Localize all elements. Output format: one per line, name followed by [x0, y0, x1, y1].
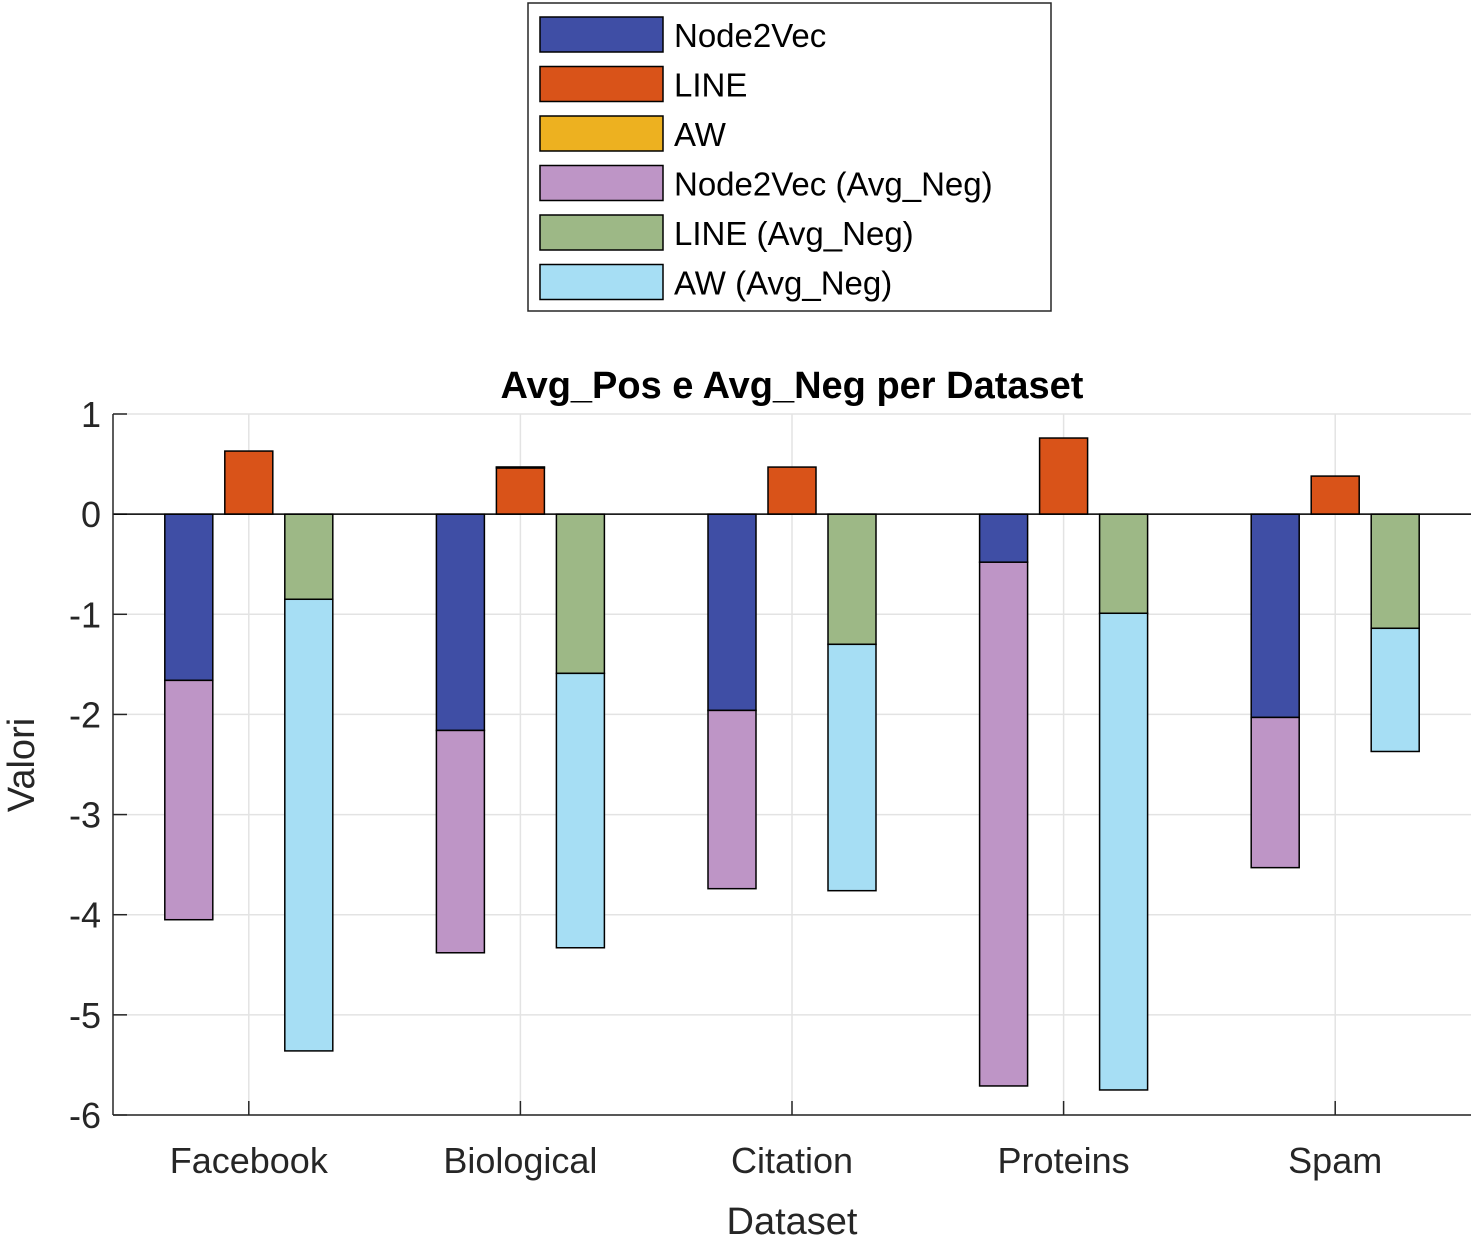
- y-tick-label: -6: [69, 1095, 101, 1136]
- bar-line-avg-neg: [1370, 513, 1420, 630]
- y-tick-label: -3: [69, 795, 101, 836]
- legend-swatch: [539, 115, 664, 152]
- bar-aw-avg-neg: [555, 672, 606, 949]
- bar-node2vec-avg-neg: [435, 729, 486, 954]
- bar-node2vec-avg-neg: [978, 561, 1029, 1087]
- x-tick-label: Facebook: [170, 1140, 329, 1181]
- legend-label: AW (Avg_Neg): [674, 265, 892, 302]
- y-tick-label: -2: [69, 694, 101, 735]
- y-tick-label: 0: [81, 494, 101, 535]
- bar-line: [767, 466, 817, 515]
- y-tick-label: -1: [69, 594, 101, 635]
- legend-swatch: [539, 214, 664, 251]
- legend-label: LINE: [674, 67, 747, 104]
- bar-line-avg-neg: [1098, 513, 1149, 615]
- legend-box: [527, 2, 1052, 312]
- bar-node2vec-avg-neg: [1250, 716, 1300, 869]
- x-axis-label: Dataset: [727, 1201, 858, 1239]
- y-tick-label: -5: [69, 995, 101, 1036]
- legend-swatch: [539, 65, 664, 103]
- bar-aw: [495, 466, 546, 469]
- x-tick-label: Proteins: [998, 1140, 1130, 1181]
- legend-swatch: [539, 164, 664, 202]
- y-axis-label: Valori: [1, 718, 43, 812]
- chart-title: Avg_Pos e Avg_Neg per Dataset: [501, 365, 1084, 407]
- legend-swatch: [539, 16, 664, 53]
- bar-line-avg-neg: [827, 513, 877, 646]
- bar-line-avg-neg: [555, 513, 606, 675]
- bar-aw-avg-neg: [1370, 627, 1420, 753]
- bar-node2vec: [435, 513, 486, 732]
- legend-label: Node2Vec: [674, 17, 826, 54]
- legend-label: AW: [674, 116, 727, 153]
- bar-node2vec: [164, 513, 214, 682]
- legend-swatch: [539, 263, 664, 301]
- bar-node2vec: [1250, 513, 1300, 719]
- bar-line: [1310, 475, 1360, 515]
- bar-aw-avg-neg: [1098, 612, 1149, 1091]
- bar-line: [224, 450, 274, 515]
- y-tick-label: -4: [69, 895, 101, 936]
- legend-label: Node2Vec (Avg_Neg): [674, 166, 993, 203]
- bar-node2vec-avg-neg: [707, 709, 757, 890]
- plot-area: 1 0 -1 -2 -3 -4 -5 -6 Facebook Biological Citation…: [69, 394, 1471, 1181]
- x-tick-label: Biological: [443, 1140, 597, 1181]
- x-tick-label: Citation: [731, 1140, 853, 1181]
- bar-aw-avg-neg: [827, 643, 877, 892]
- bar-node2vec-avg-neg: [164, 679, 214, 921]
- x-tick-label: Spam: [1288, 1140, 1382, 1181]
- legend: Node2Vec LINE AW Node2Vec (Avg_Neg) LINE (Av…: [527, 2, 1052, 312]
- bar-node2vec: [707, 513, 757, 712]
- bar-line-avg-neg: [284, 513, 334, 601]
- legend-label: LINE (Avg_Neg): [674, 215, 914, 252]
- bar-node2vec: [978, 513, 1029, 563]
- bar-line: [495, 466, 546, 515]
- bar-line: [1038, 437, 1089, 515]
- bar-aw-avg-neg: [284, 598, 334, 1052]
- y-tick-label: 1: [81, 394, 101, 435]
